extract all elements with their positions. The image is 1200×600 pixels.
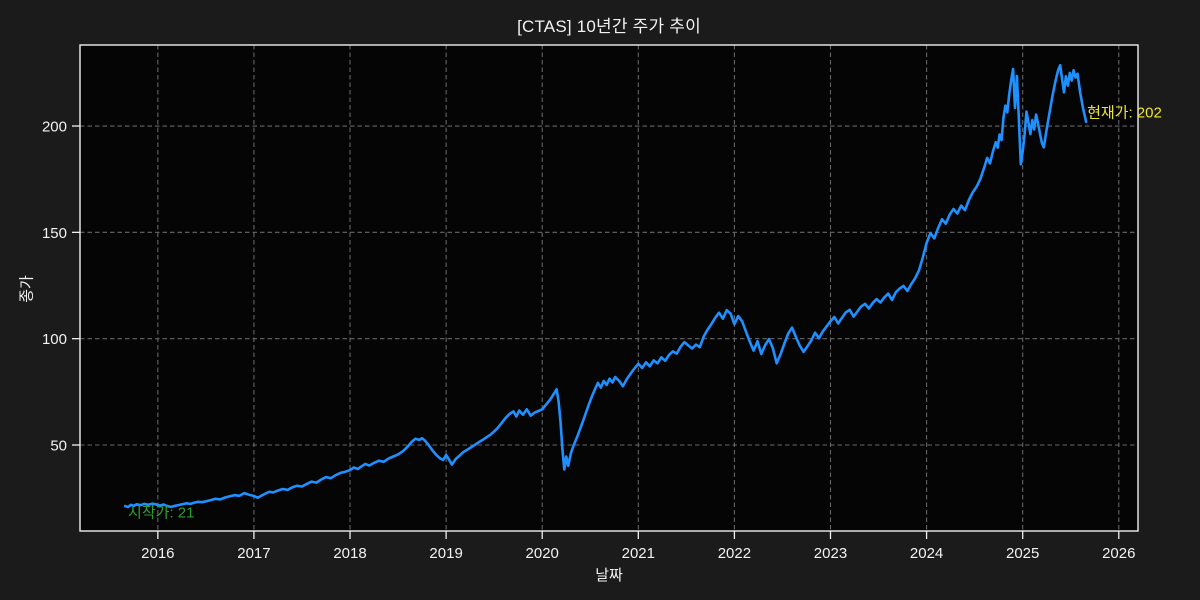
y-tick-label: 150	[42, 225, 67, 242]
x-tick-label: 2017	[237, 545, 270, 562]
price-line	[123, 63, 1088, 509]
x-tick-label: 2026	[1102, 545, 1135, 562]
y-tick-label: 200	[42, 119, 67, 136]
x-axis-label: 날짜	[595, 567, 623, 584]
x-tick-label: 2018	[333, 545, 366, 562]
y-axis-label: 종가	[18, 275, 36, 303]
x-tick-label: 2022	[718, 545, 751, 562]
x-tick-label: 2016	[141, 545, 174, 562]
current-price-annotation: 현재가: 202	[1087, 104, 1162, 122]
x-tick-label: 2024	[910, 545, 943, 562]
y-tick-label: 100	[42, 331, 67, 348]
plot-spines	[79, 44, 1139, 532]
x-tick-label: 2023	[814, 545, 847, 562]
start-price-annotation: 시작가: 21	[128, 504, 195, 522]
x-tick-label: 2021	[622, 545, 655, 562]
y-tick-label: 50	[50, 438, 67, 455]
chart-title: [CTAS] 10년간 주가 추이	[517, 17, 701, 36]
x-tick-label: 2020	[526, 545, 559, 562]
plot-area	[80, 45, 1138, 531]
x-tick-label: 2025	[1006, 545, 1039, 562]
x-tick-label: 2019	[429, 545, 462, 562]
